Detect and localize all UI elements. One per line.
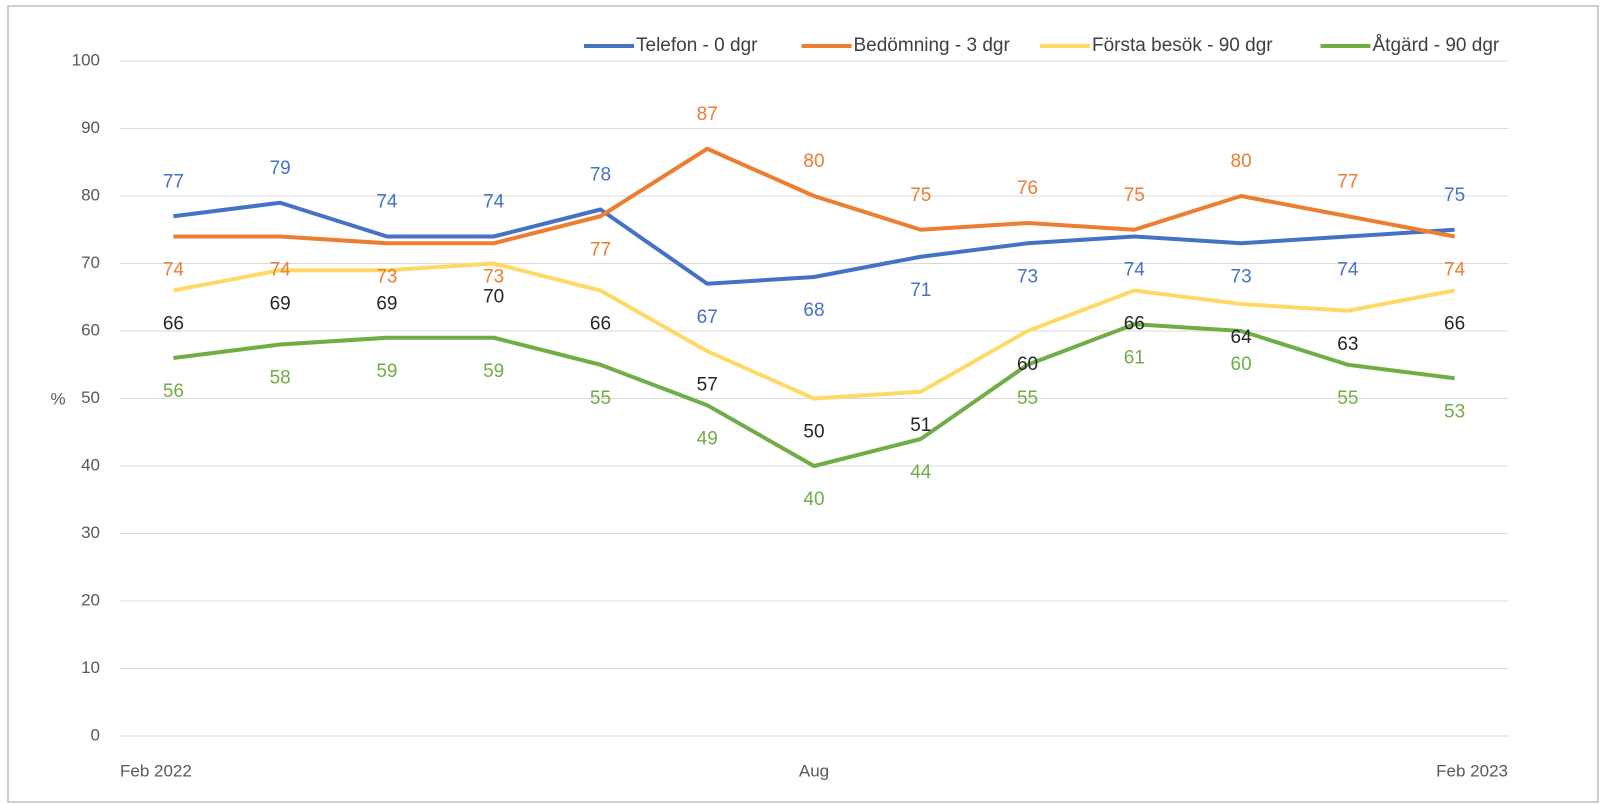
x-tick-label: Feb 2023 bbox=[1436, 761, 1508, 780]
y-tick-label: 30 bbox=[81, 523, 100, 542]
data-label: 74 bbox=[1337, 260, 1359, 281]
data-label: 74 bbox=[483, 192, 505, 213]
y-tick-label: 100 bbox=[72, 50, 100, 69]
data-label: 51 bbox=[910, 415, 931, 436]
data-label: 77 bbox=[163, 171, 184, 192]
data-label: 75 bbox=[1124, 185, 1145, 206]
data-label: 66 bbox=[163, 314, 184, 335]
data-label: 40 bbox=[803, 489, 824, 510]
data-label: 74 bbox=[163, 260, 185, 281]
x-tick-label: Feb 2022 bbox=[120, 761, 192, 780]
data-label: 74 bbox=[376, 192, 398, 213]
data-label: 77 bbox=[1337, 171, 1358, 192]
data-label: 61 bbox=[1124, 347, 1145, 368]
data-label: 79 bbox=[270, 158, 291, 179]
legend-label: Åtgärd - 90 dgr bbox=[1373, 35, 1500, 56]
data-label: 68 bbox=[803, 300, 824, 321]
y-tick-label: 50 bbox=[81, 388, 100, 407]
data-label: 50 bbox=[803, 422, 824, 443]
data-label: 66 bbox=[590, 314, 611, 335]
data-label: 80 bbox=[1231, 151, 1252, 172]
data-label: 57 bbox=[697, 374, 718, 395]
data-label: 59 bbox=[483, 361, 504, 382]
y-tick-label: 80 bbox=[81, 185, 100, 204]
data-label: 60 bbox=[1231, 354, 1252, 375]
series-line bbox=[173, 261, 1455, 401]
data-label: 56 bbox=[163, 381, 184, 402]
data-label: 73 bbox=[483, 266, 504, 287]
y-tick-label: 60 bbox=[81, 320, 100, 339]
data-label: 55 bbox=[590, 388, 611, 409]
data-label: 66 bbox=[1444, 314, 1465, 335]
data-label: 59 bbox=[376, 361, 397, 382]
data-label: 75 bbox=[1444, 185, 1465, 206]
data-label: 70 bbox=[483, 287, 504, 308]
legend-label: Bedömning - 3 dgr bbox=[854, 35, 1011, 56]
data-label: 55 bbox=[1017, 388, 1038, 409]
data-label: 66 bbox=[1124, 314, 1145, 335]
data-label: 73 bbox=[1231, 266, 1252, 287]
data-label: 49 bbox=[697, 428, 718, 449]
data-label: 64 bbox=[1231, 327, 1253, 348]
data-label: 55 bbox=[1337, 388, 1358, 409]
y-tick-label: 90 bbox=[81, 118, 100, 137]
data-label: 69 bbox=[376, 293, 397, 314]
data-label: 78 bbox=[590, 165, 611, 186]
series-line bbox=[173, 322, 1455, 468]
data-label: 74 bbox=[1444, 260, 1466, 281]
data-label: 44 bbox=[910, 462, 932, 483]
data-label: 75 bbox=[910, 185, 931, 206]
data-label: 69 bbox=[270, 293, 291, 314]
y-tick-label: 40 bbox=[81, 455, 100, 474]
chart-frame bbox=[7, 5, 1599, 803]
data-label: 67 bbox=[697, 307, 718, 328]
data-label: 53 bbox=[1444, 401, 1465, 422]
x-tick-label: Aug bbox=[799, 761, 829, 780]
y-axis-label: % bbox=[50, 389, 65, 408]
legend-label: Första besök - 90 dgr bbox=[1092, 35, 1273, 56]
y-tick-label: 0 bbox=[91, 725, 100, 744]
series-line bbox=[173, 146, 1455, 246]
data-label: 73 bbox=[376, 266, 397, 287]
data-label: 74 bbox=[270, 260, 292, 281]
data-label: 76 bbox=[1017, 178, 1038, 199]
y-tick-label: 20 bbox=[81, 590, 100, 609]
data-label: 58 bbox=[270, 368, 291, 389]
data-label: 77 bbox=[590, 239, 611, 260]
data-label: 60 bbox=[1017, 354, 1038, 375]
series-line bbox=[173, 200, 1455, 286]
y-tick-label: 70 bbox=[81, 253, 100, 272]
data-label: 63 bbox=[1337, 334, 1358, 355]
data-label: 80 bbox=[803, 151, 824, 172]
data-label: 73 bbox=[1017, 266, 1038, 287]
data-label: 87 bbox=[697, 104, 718, 125]
data-label: 74 bbox=[1124, 260, 1146, 281]
y-tick-label: 10 bbox=[81, 658, 100, 677]
legend-label: Telefon - 0 dgr bbox=[636, 35, 758, 56]
data-label: 71 bbox=[910, 280, 931, 301]
